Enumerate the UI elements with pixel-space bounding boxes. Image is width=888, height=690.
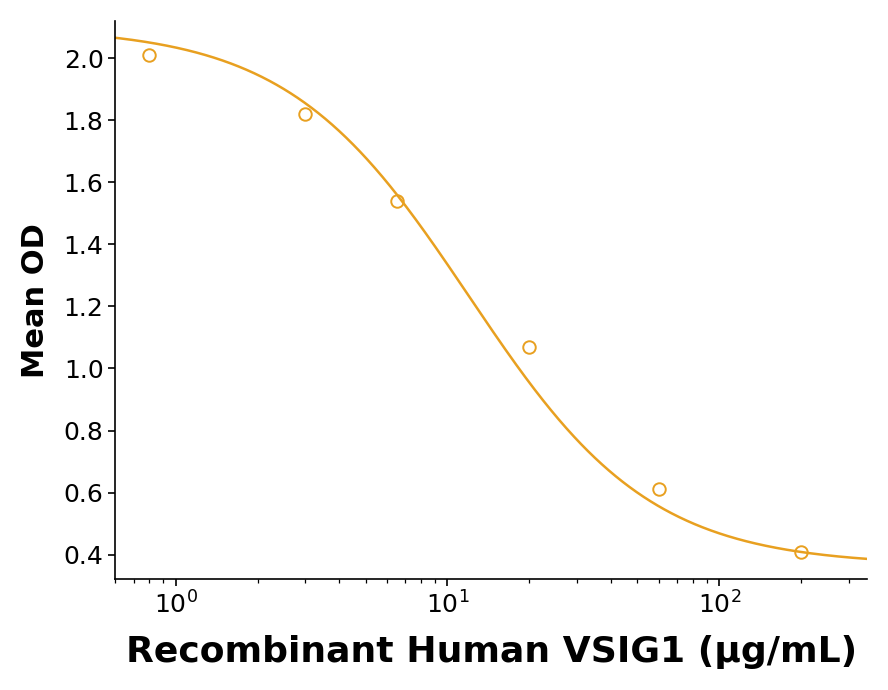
X-axis label: Recombinant Human VSIG1 (μg/mL): Recombinant Human VSIG1 (μg/mL) bbox=[126, 635, 857, 669]
Y-axis label: Mean OD: Mean OD bbox=[20, 223, 50, 377]
